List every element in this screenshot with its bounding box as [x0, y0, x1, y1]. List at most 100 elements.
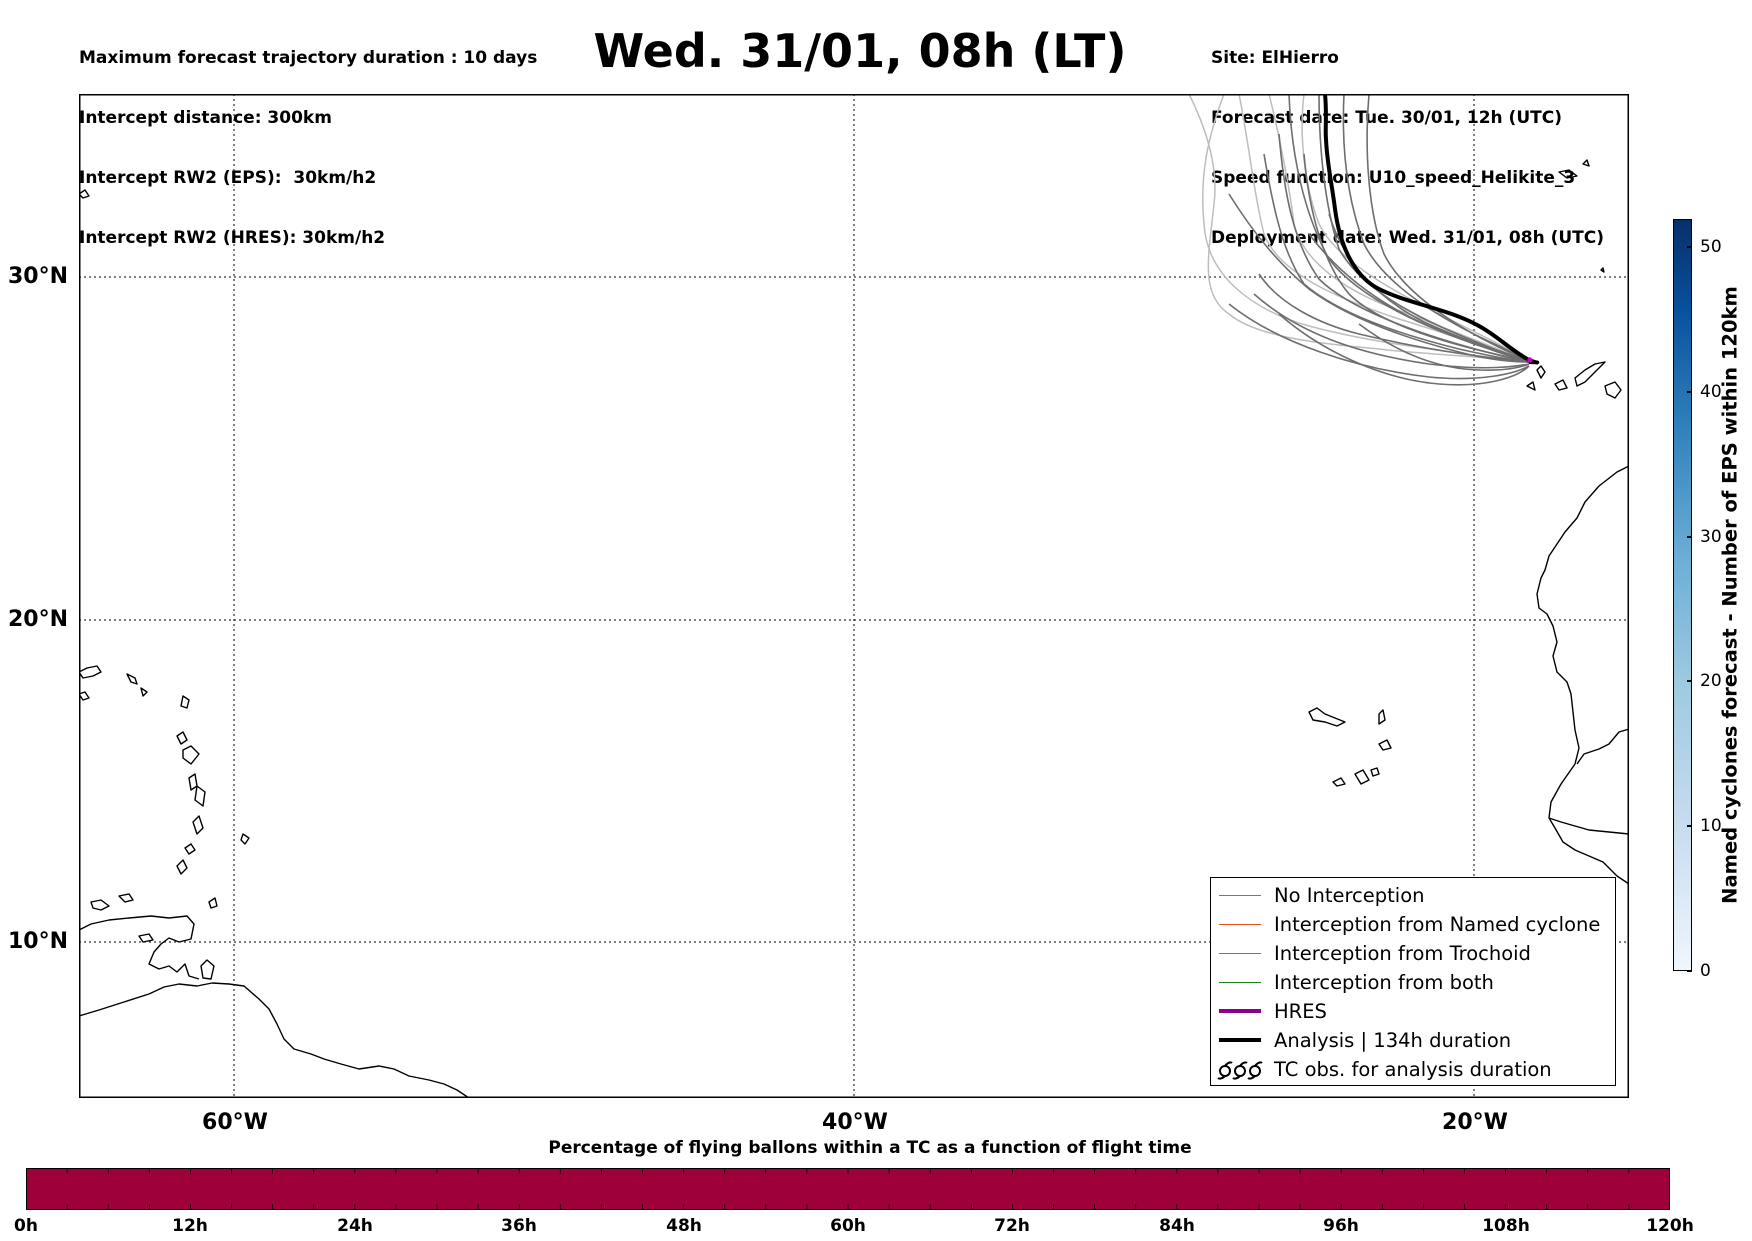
coast-lesser-antilles-1 [180, 695, 190, 709]
legend-label: Interception from Trochoid [1274, 942, 1531, 965]
time-bar-ticks [66, 1168, 1630, 1210]
main-title: Wed. 31/01, 08h (LT) [593, 24, 1127, 78]
coast-lesser-antilles-4 [188, 773, 198, 791]
colorbar-tick-40: 40 [1700, 382, 1722, 402]
colorbar-tickmark [1687, 970, 1692, 972]
colorbar-tick-10: 10 [1700, 816, 1722, 836]
coast-cape-verde-3 [1378, 739, 1392, 751]
coast-cape-verde-4 [1354, 769, 1370, 785]
coast-lesser-antilles-7 [184, 843, 196, 855]
legend-item-tc-obs: TC obs. for analysis duration [1211, 1055, 1615, 1084]
time-tick-96h: 96h [1323, 1216, 1359, 1236]
legend-swatch-both [1219, 982, 1261, 983]
legend-swatch-analysis [1219, 1038, 1261, 1042]
time-tick-108h: 108h [1482, 1216, 1530, 1236]
time-tick-36h: 36h [501, 1216, 537, 1236]
legend-item-analysis: Analysis | 134h duration [1211, 1026, 1615, 1055]
coast-madeira-2 [1582, 159, 1590, 167]
coast-canary-2 [1554, 379, 1568, 391]
legend-swatch-hres [1219, 1009, 1261, 1013]
colorbar-tickmark [1687, 391, 1692, 393]
legend-swatch-named-cyclone [1219, 924, 1261, 925]
coast-canary-4 [1604, 381, 1622, 399]
legend-item-trochoid: Interception from Trochoid [1211, 939, 1615, 968]
legend-label: TC obs. for analysis duration [1274, 1058, 1552, 1081]
legend-item-both: Interception from both [1211, 968, 1615, 997]
coast-venezuela [79, 915, 200, 980]
coast-madeira-3 [1600, 267, 1605, 273]
coast-africa [1536, 465, 1629, 885]
colorbar-tick-20: 20 [1700, 671, 1722, 691]
xtick-60w: 60°W [202, 1110, 268, 1135]
colorbar-tick-0: 0 [1700, 961, 1711, 981]
coast-barbados [240, 833, 250, 845]
coast-lesser-antilles-3 [182, 745, 200, 765]
coast-cape-verde-5 [1332, 777, 1346, 787]
coast-lesser-antilles-5 [194, 785, 206, 807]
coast-puerto-rico [79, 665, 102, 679]
time-tick-24h: 24h [337, 1216, 373, 1236]
site-marker [1527, 357, 1533, 363]
time-tick-48h: 48h [666, 1216, 702, 1236]
legend-label: No Interception [1274, 884, 1425, 907]
map-frame [79, 94, 1629, 1098]
coast-madeira [1558, 169, 1578, 179]
legend: No Interception Interception from Named … [1210, 877, 1616, 1086]
eps-colorbar [1673, 219, 1692, 971]
coast-cape-verde-6 [1370, 767, 1380, 777]
xtick-40w: 40°W [822, 1110, 888, 1135]
header-intercept-eps: Intercept RW2 (EPS): 30km/h2 [79, 168, 377, 188]
colorbar-tick-50: 50 [1700, 237, 1722, 257]
ytick-10n: 10°N [7, 929, 68, 954]
header-right: Site: ElHierro Forecast date: Tue. 30/01… [1211, 8, 1604, 268]
coast-trinidad [200, 959, 215, 980]
coast-grenada [208, 897, 218, 909]
time-tick-60h: 60h [830, 1216, 866, 1236]
colorbar-tickmark [1687, 536, 1692, 538]
xtick-20w: 20°W [1442, 1110, 1508, 1135]
tc-symbol-icon [1217, 1061, 1263, 1080]
coast-lesser-antilles-2 [176, 731, 188, 745]
legend-item-named-cyclone: Interception from Named cyclone [1211, 910, 1615, 939]
header-intercept-distance: Intercept distance: 300km [79, 108, 332, 128]
colorbar-tickmark [1687, 246, 1692, 248]
header-site: Site: ElHierro [1211, 48, 1339, 68]
time-tick-120h: 120h [1646, 1216, 1694, 1236]
legend-item-no-interception: No Interception [1211, 881, 1615, 910]
coast-senegal [1576, 728, 1629, 765]
legend-label: Analysis | 134h duration [1274, 1029, 1512, 1052]
coast-virgin-islands [126, 673, 148, 697]
map-panel[interactable] [79, 94, 1629, 1098]
coast-cape-verde-1 [1308, 707, 1346, 727]
coast-aruba [90, 899, 110, 911]
header-deployment-date: Deployment date: Wed. 31/01, 08h (UTC) [1211, 228, 1605, 248]
coast-south-america [79, 982, 470, 1098]
time-bar-title: Percentage of flying ballons within a TC… [548, 1138, 1192, 1158]
legend-label: HRES [1274, 1000, 1327, 1023]
ytick-20n: 20°N [7, 607, 68, 632]
coast-tobago [79, 691, 90, 701]
time-tick-84h: 84h [1159, 1216, 1195, 1236]
time-tick-0h: 0h [14, 1216, 38, 1236]
header-forecast-date: Forecast date: Tue. 30/01, 12h (UTC) [1211, 108, 1562, 128]
legend-swatch-no-interception [1219, 895, 1261, 896]
colorbar-tick-30: 30 [1700, 527, 1722, 547]
coast-bermuda-area [79, 189, 90, 199]
colorbar-tickmark [1687, 680, 1692, 682]
coast-canary-3 [1574, 361, 1606, 387]
colorbar-tickmark [1687, 825, 1692, 827]
coast-lesser-antilles-6 [192, 815, 204, 835]
coastlines [79, 159, 1629, 1098]
coast-lesser-antilles-8 [176, 859, 188, 875]
legend-label: Interception from Named cyclone [1274, 913, 1601, 936]
header-speed-function: Speed function: U10_speed_Helikite_3 [1211, 168, 1576, 188]
coast-guinea [1548, 817, 1629, 835]
legend-item-hres: HRES [1211, 997, 1615, 1026]
coast-canary-1 [1536, 365, 1546, 379]
coast-cape-verde-2 [1378, 709, 1386, 725]
time-tick-72h: 72h [994, 1216, 1030, 1236]
coast-margarita [138, 933, 154, 943]
coast-canary-5 [1526, 381, 1536, 391]
colorbar-label: Named cyclones forecast - Number of EPS … [1718, 286, 1742, 904]
ytick-30n: 30°N [7, 264, 68, 289]
